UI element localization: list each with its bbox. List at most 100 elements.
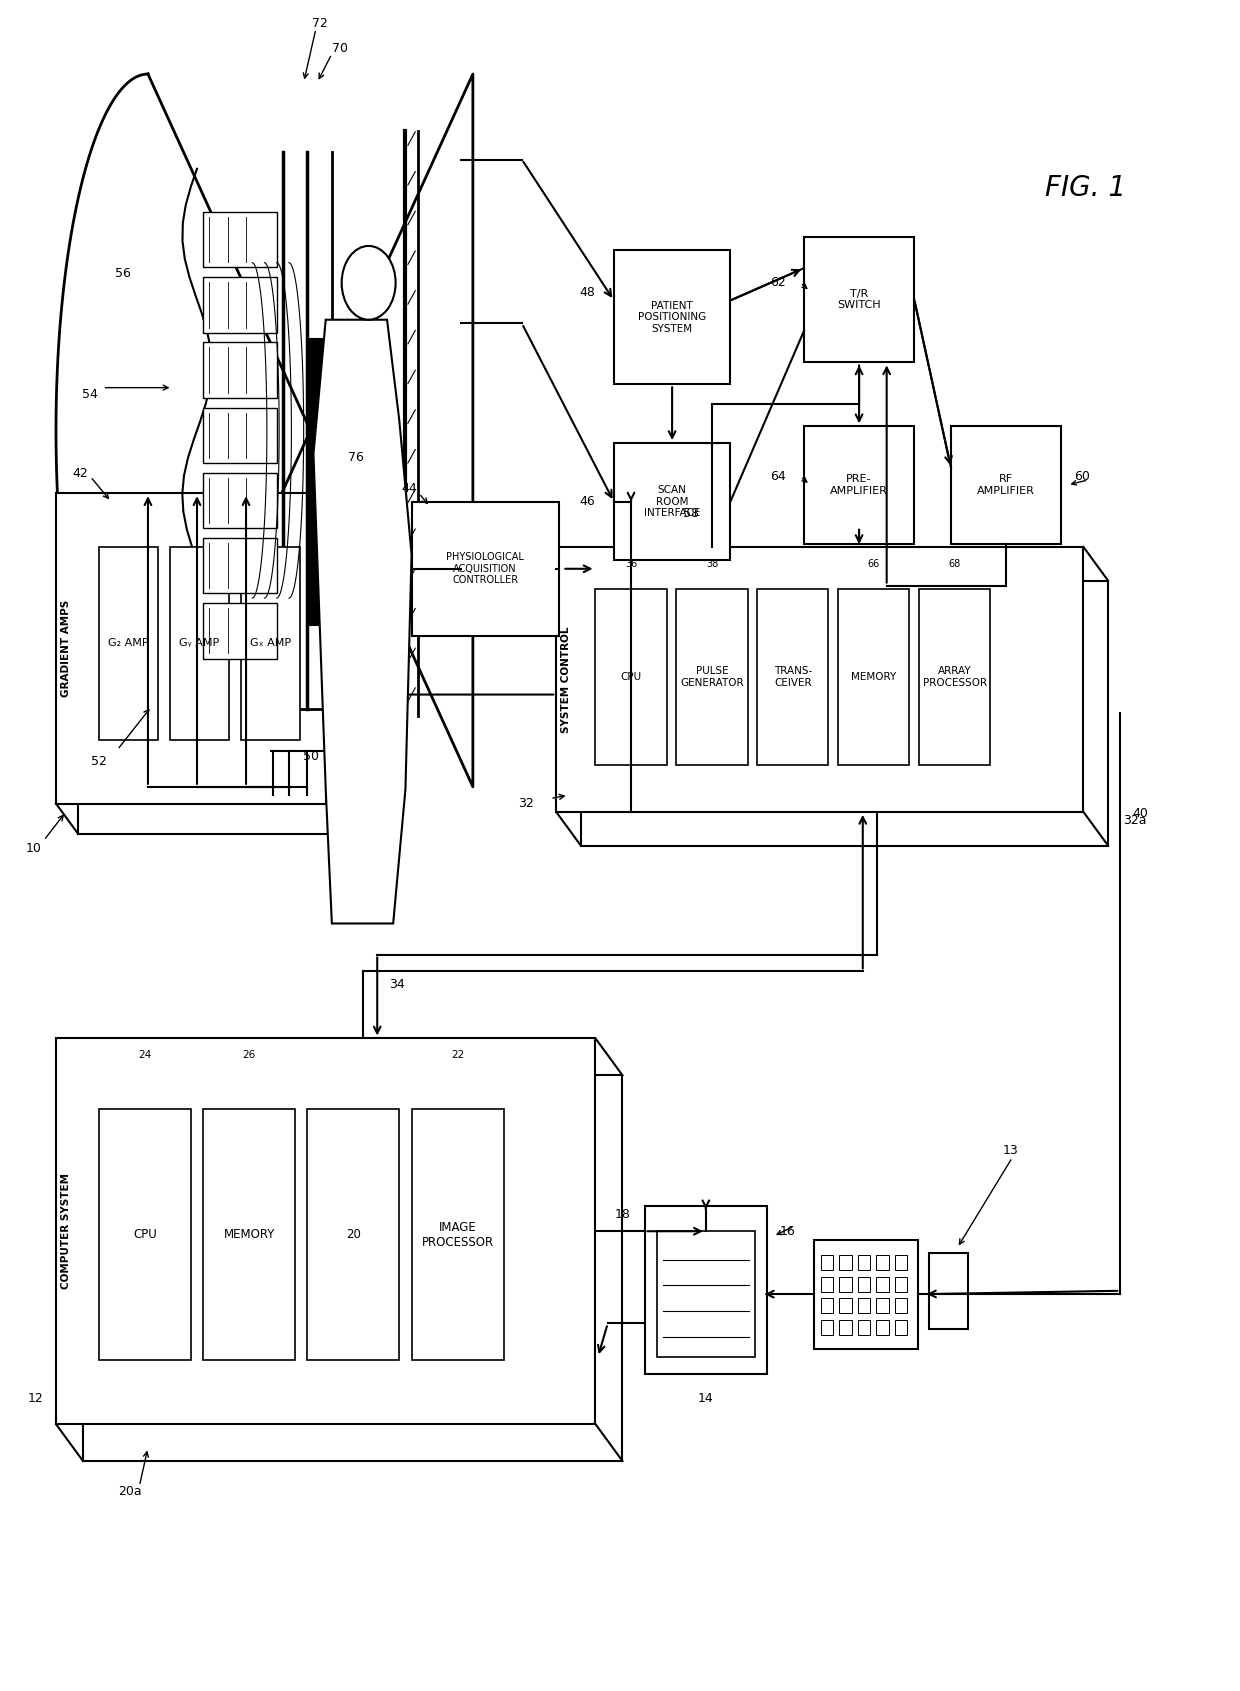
FancyBboxPatch shape — [839, 1321, 852, 1336]
FancyBboxPatch shape — [645, 1206, 768, 1373]
FancyBboxPatch shape — [839, 1299, 852, 1314]
FancyBboxPatch shape — [839, 1255, 852, 1270]
Text: Gₓ AMP: Gₓ AMP — [250, 639, 291, 648]
FancyBboxPatch shape — [951, 426, 1061, 543]
Text: 50: 50 — [303, 751, 319, 763]
Text: 26: 26 — [243, 1050, 255, 1060]
FancyBboxPatch shape — [804, 237, 914, 362]
FancyBboxPatch shape — [614, 250, 730, 384]
FancyBboxPatch shape — [894, 1277, 906, 1292]
FancyBboxPatch shape — [99, 546, 157, 741]
FancyBboxPatch shape — [758, 588, 828, 764]
FancyBboxPatch shape — [821, 1277, 833, 1292]
Text: 10: 10 — [26, 842, 42, 856]
FancyBboxPatch shape — [170, 546, 229, 741]
Text: Gᵧ AMP: Gᵧ AMP — [180, 639, 219, 648]
FancyBboxPatch shape — [858, 1277, 870, 1292]
Text: 52: 52 — [91, 756, 107, 768]
Text: PRE-
AMPLIFIER: PRE- AMPLIFIER — [830, 473, 888, 495]
Polygon shape — [314, 320, 412, 923]
Text: TRANS-
CEIVER: TRANS- CEIVER — [774, 666, 812, 688]
Text: SYSTEM CONTROL: SYSTEM CONTROL — [560, 626, 572, 732]
Text: 66: 66 — [868, 558, 880, 568]
FancyBboxPatch shape — [308, 1109, 399, 1360]
FancyBboxPatch shape — [412, 1109, 503, 1360]
Text: PULSE
GENERATOR: PULSE GENERATOR — [681, 666, 744, 688]
FancyBboxPatch shape — [83, 1075, 622, 1461]
Text: T/R
SWITCH: T/R SWITCH — [837, 289, 880, 311]
FancyBboxPatch shape — [412, 502, 559, 636]
FancyBboxPatch shape — [821, 1255, 833, 1270]
FancyBboxPatch shape — [838, 588, 909, 764]
FancyBboxPatch shape — [929, 1253, 968, 1329]
Polygon shape — [56, 74, 472, 786]
Text: 62: 62 — [770, 276, 785, 289]
Text: 76: 76 — [348, 451, 365, 463]
Text: 20a: 20a — [118, 1485, 141, 1498]
Text: 13: 13 — [1003, 1145, 1018, 1157]
Text: RF
AMPLIFIER: RF AMPLIFIER — [977, 473, 1035, 495]
Circle shape — [342, 245, 396, 320]
Text: 24: 24 — [138, 1050, 151, 1060]
FancyBboxPatch shape — [203, 604, 277, 658]
FancyBboxPatch shape — [580, 580, 1109, 846]
FancyBboxPatch shape — [203, 473, 277, 528]
Text: 68: 68 — [949, 558, 961, 568]
Text: 46: 46 — [580, 495, 595, 509]
Text: 34: 34 — [389, 977, 404, 991]
Text: SCAN
ROOM
INTERFACE: SCAN ROOM INTERFACE — [644, 485, 701, 519]
Text: 56: 56 — [115, 267, 131, 281]
FancyBboxPatch shape — [56, 494, 326, 803]
FancyBboxPatch shape — [203, 343, 277, 397]
Text: 72: 72 — [311, 17, 327, 30]
Text: 58: 58 — [683, 507, 699, 519]
FancyBboxPatch shape — [676, 588, 748, 764]
FancyBboxPatch shape — [657, 1231, 755, 1356]
FancyBboxPatch shape — [877, 1255, 889, 1270]
FancyBboxPatch shape — [56, 1038, 595, 1424]
FancyBboxPatch shape — [894, 1255, 906, 1270]
FancyBboxPatch shape — [858, 1321, 870, 1336]
Text: GRADIENT AMPS: GRADIENT AMPS — [61, 600, 71, 697]
FancyBboxPatch shape — [877, 1277, 889, 1292]
FancyBboxPatch shape — [203, 277, 277, 333]
FancyBboxPatch shape — [813, 1240, 918, 1349]
FancyBboxPatch shape — [78, 524, 347, 834]
Text: 22: 22 — [451, 1050, 464, 1060]
FancyBboxPatch shape — [203, 408, 277, 463]
FancyBboxPatch shape — [203, 1109, 295, 1360]
FancyBboxPatch shape — [877, 1299, 889, 1314]
FancyBboxPatch shape — [203, 211, 277, 267]
Text: CPU: CPU — [620, 671, 641, 681]
Text: 40: 40 — [1132, 807, 1148, 820]
FancyBboxPatch shape — [99, 1109, 191, 1360]
Text: PHYSIOLOGICAL
ACQUISITION
CONTROLLER: PHYSIOLOGICAL ACQUISITION CONTROLLER — [446, 553, 525, 585]
FancyBboxPatch shape — [557, 546, 1084, 812]
Text: 20: 20 — [346, 1228, 361, 1241]
Text: 32: 32 — [518, 796, 534, 810]
Text: 64: 64 — [770, 470, 785, 484]
Text: 36: 36 — [625, 558, 637, 568]
FancyBboxPatch shape — [919, 588, 991, 764]
FancyBboxPatch shape — [821, 1321, 833, 1336]
Text: IMAGE
PROCESSOR: IMAGE PROCESSOR — [422, 1221, 494, 1248]
Text: 32a: 32a — [1122, 813, 1146, 827]
FancyBboxPatch shape — [804, 426, 914, 543]
Text: ARRAY
PROCESSOR: ARRAY PROCESSOR — [923, 666, 987, 688]
FancyBboxPatch shape — [839, 1277, 852, 1292]
Text: MEMORY: MEMORY — [223, 1228, 275, 1241]
FancyBboxPatch shape — [858, 1299, 870, 1314]
Text: 54: 54 — [82, 389, 98, 401]
Text: 14: 14 — [698, 1392, 714, 1405]
Text: 48: 48 — [579, 286, 595, 299]
Text: PATIENT
POSITIONING
SYSTEM: PATIENT POSITIONING SYSTEM — [639, 301, 707, 333]
Text: G₂ AMP: G₂ AMP — [108, 639, 149, 648]
Text: MEMORY: MEMORY — [851, 671, 897, 681]
FancyBboxPatch shape — [614, 443, 730, 560]
Text: FIG. 1: FIG. 1 — [1045, 174, 1126, 201]
FancyBboxPatch shape — [877, 1321, 889, 1336]
FancyBboxPatch shape — [595, 588, 667, 764]
FancyBboxPatch shape — [821, 1299, 833, 1314]
FancyBboxPatch shape — [203, 538, 277, 594]
FancyBboxPatch shape — [894, 1299, 906, 1314]
